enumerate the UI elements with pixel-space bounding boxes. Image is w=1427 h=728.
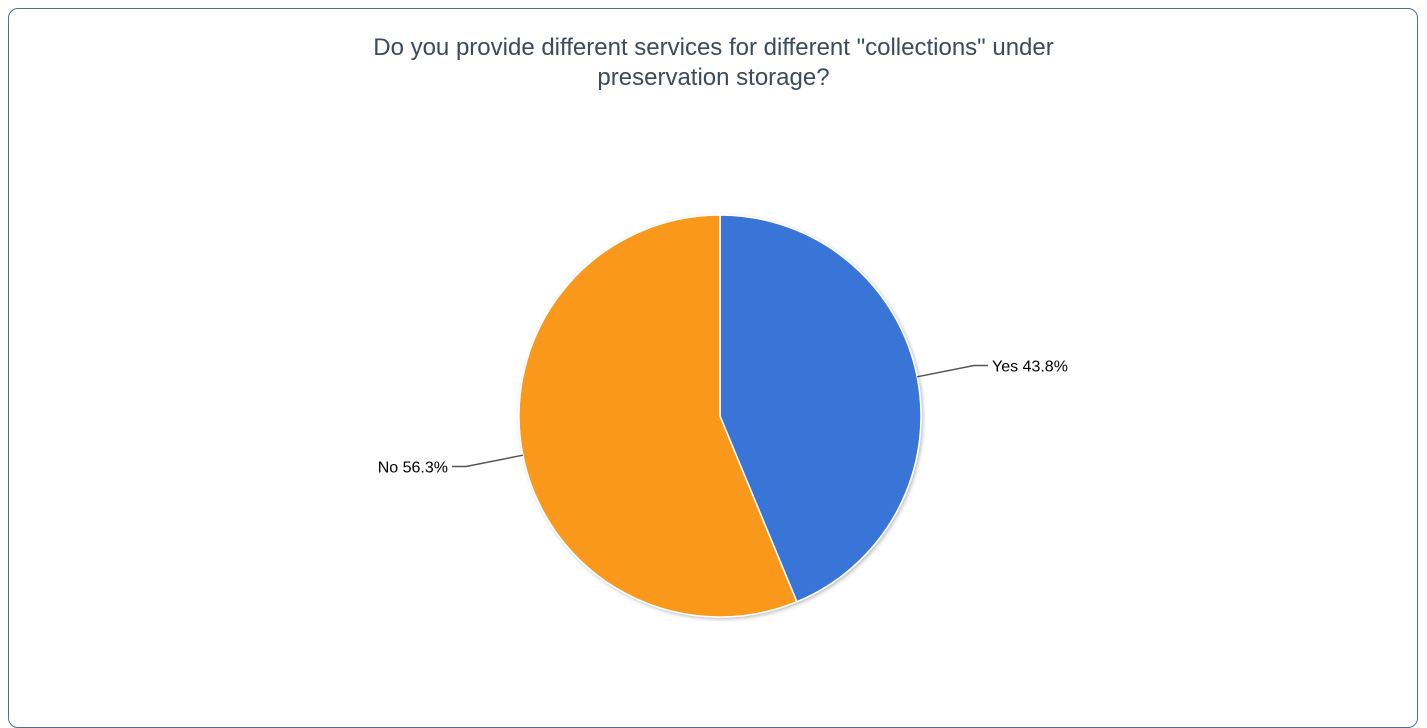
pie-chart: Yes 43.8% No 56.3%: [378, 214, 1068, 618]
slice-label-no: No 56.3%: [378, 460, 448, 477]
slice-label-yes: Yes 43.8%: [992, 359, 1068, 376]
pie-slice-yes[interactable]: [719, 214, 922, 603]
pie-labels: Yes 43.8% No 56.3%: [378, 359, 1068, 477]
leader-line-yes: [916, 364, 988, 378]
chart-title: Do you provide different services for di…: [200, 33, 1227, 93]
chart-title-line-2: preservation storage?: [597, 64, 830, 91]
pie-slices: [518, 214, 922, 618]
leader-line-no: [452, 454, 524, 468]
pie-slice-no[interactable]: [518, 214, 798, 618]
chart-title-line-1: Do you provide different services for di…: [373, 34, 1054, 61]
